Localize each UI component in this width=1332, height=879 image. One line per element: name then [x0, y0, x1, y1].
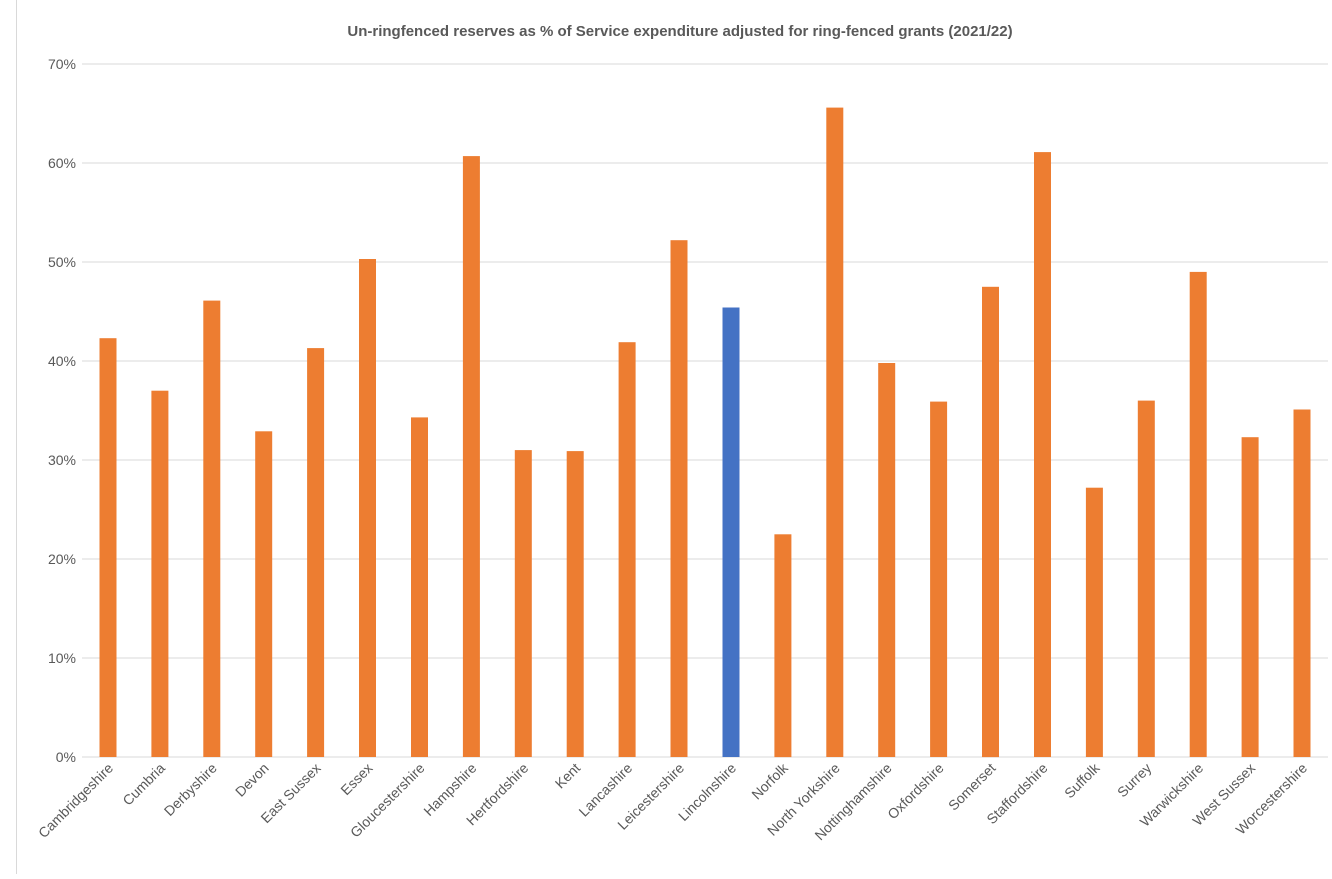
- x-tick-label: Norfolk: [748, 759, 791, 802]
- chart-frame-edge: [16, 0, 17, 874]
- y-axis-ticks: 0% 10% 20% 30% 40% 50% 60% 70%: [48, 56, 76, 765]
- bar-lancashire: [618, 342, 636, 757]
- bar-cambridgeshire: [99, 338, 117, 757]
- bar-somerset: [982, 286, 999, 758]
- y-tick-label: 20%: [48, 551, 76, 567]
- bar-suffolk: [1085, 487, 1103, 757]
- bar-west-sussex: [1241, 437, 1259, 757]
- y-tick-label: 40%: [48, 353, 76, 369]
- bar-north-yorkshire: [826, 107, 844, 758]
- y-tick-label: 10%: [48, 650, 76, 666]
- bar-hertfordshire: [514, 450, 532, 757]
- x-tick-label: Oxfordshire: [884, 760, 947, 823]
- x-tick-label: Suffolk: [1061, 759, 1103, 801]
- bar-staffordshire: [1034, 152, 1051, 758]
- bar-oxfordshire: [930, 401, 948, 757]
- x-tick-label: Cambridgeshire: [35, 760, 116, 841]
- bar-gloucestershire: [411, 417, 428, 757]
- bar-essex: [359, 259, 376, 757]
- bar-east-sussex: [307, 348, 325, 757]
- y-tick-label: 50%: [48, 254, 76, 270]
- x-tick-label: Somerset: [945, 760, 999, 814]
- bar-hampshire: [462, 156, 480, 758]
- x-tick-label: Kent: [552, 760, 584, 792]
- bar-cumbria: [151, 390, 169, 757]
- y-tick-label: 30%: [48, 452, 76, 468]
- y-tick-label: 60%: [48, 155, 76, 171]
- y-tick-label: 70%: [48, 56, 76, 72]
- x-tick-label: Cumbria: [119, 760, 168, 809]
- x-tick-label: Derbyshire: [161, 760, 220, 819]
- bar-norfolk: [774, 534, 792, 758]
- bar-worcestershire: [1293, 409, 1311, 757]
- bar-nottinghamshire: [878, 363, 896, 757]
- y-tick-label: 0%: [56, 749, 76, 765]
- bar-devon: [255, 431, 273, 757]
- bar-lincolnshire: [722, 307, 740, 757]
- gridlines: [82, 63, 1328, 758]
- bar-derbyshire: [203, 300, 221, 757]
- bar-leicestershire: [670, 240, 688, 757]
- chart-title: Un-ringfenced reserves as % of Service e…: [347, 23, 1012, 40]
- bar-surrey: [1137, 400, 1155, 757]
- bars: [99, 107, 1311, 758]
- x-tick-label: Essex: [337, 760, 375, 798]
- x-tick-label: Devon: [232, 760, 272, 800]
- bar-kent: [566, 451, 584, 757]
- bar-warwickshire: [1189, 271, 1207, 757]
- x-tick-label: Surrey: [1114, 760, 1154, 800]
